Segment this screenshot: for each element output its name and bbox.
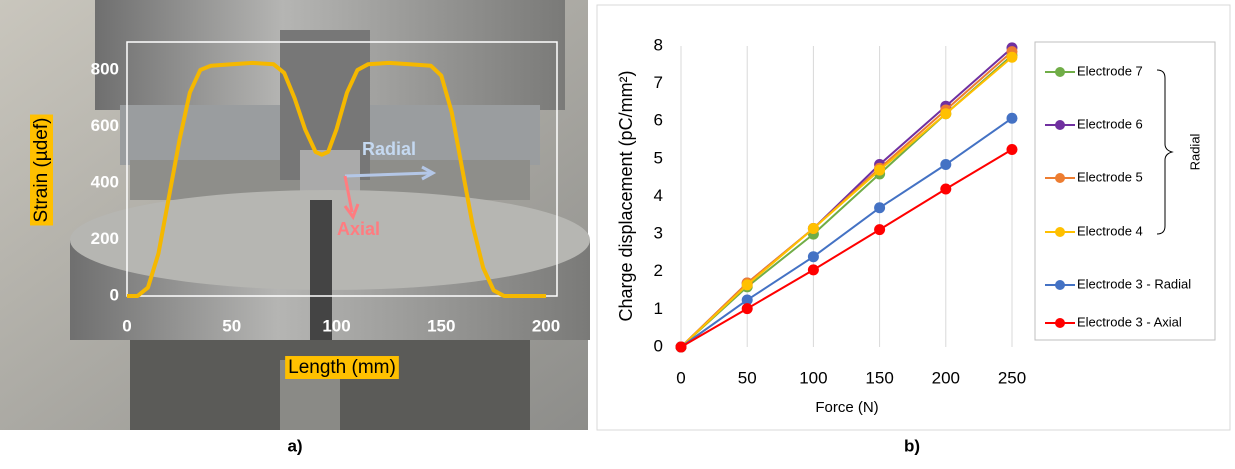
y-tick-label: 800 bbox=[91, 59, 119, 78]
x-tick-label: 150 bbox=[427, 316, 455, 335]
data-point bbox=[807, 251, 819, 263]
data-point bbox=[940, 183, 952, 195]
data-point bbox=[675, 341, 687, 353]
annotation: Radial bbox=[362, 139, 416, 159]
legend-label: Electrode 4 bbox=[1077, 223, 1143, 238]
x-tick-label: 100 bbox=[322, 316, 350, 335]
caption: a) bbox=[287, 436, 302, 455]
data-point bbox=[741, 303, 753, 315]
x-axis-label: Length (mm) bbox=[288, 357, 396, 378]
label-background bbox=[30, 114, 54, 226]
legend-group-label: Radial bbox=[1187, 133, 1202, 170]
radial-arrowhead bbox=[421, 165, 437, 181]
x-tick-label: 50 bbox=[222, 316, 241, 335]
data-point bbox=[741, 294, 753, 306]
data-point bbox=[1006, 143, 1018, 155]
legend-label: Electrode 7 bbox=[1077, 63, 1143, 78]
caption: b) bbox=[904, 436, 920, 455]
y-tick-label: 1 bbox=[654, 299, 663, 318]
data-point bbox=[940, 108, 952, 120]
legend-marker bbox=[1055, 280, 1065, 290]
y-tick-label: 4 bbox=[654, 186, 663, 205]
y-tick-label: 6 bbox=[654, 111, 663, 130]
data-point bbox=[1006, 112, 1018, 124]
series-line bbox=[680, 56, 1013, 348]
y-axis-label: Charge displacement (pC/mm²) bbox=[616, 70, 636, 321]
panel-border bbox=[596, 4, 1231, 431]
y-tick-label: 5 bbox=[654, 148, 663, 167]
y-tick-label: 200 bbox=[91, 229, 119, 248]
data-point bbox=[874, 164, 886, 176]
legend-label: Electrode 3 - Radial bbox=[1077, 276, 1191, 291]
x-axis-label: Force (N) bbox=[815, 399, 878, 416]
data-point bbox=[741, 279, 753, 291]
y-tick-label: 7 bbox=[654, 73, 663, 92]
data-point bbox=[1006, 51, 1018, 63]
data-point bbox=[807, 264, 819, 276]
legend-marker bbox=[1055, 318, 1065, 328]
legend-label: Electrode 5 bbox=[1077, 169, 1143, 184]
axial-arrow bbox=[343, 175, 354, 213]
y-tick-label: 3 bbox=[654, 224, 663, 243]
y-tick-label: 0 bbox=[654, 336, 663, 355]
data-point bbox=[940, 159, 952, 171]
radial-arrow bbox=[344, 171, 431, 178]
x-tick-label: 250 bbox=[998, 368, 1026, 387]
legend-bracket bbox=[1156, 69, 1174, 235]
legend-marker bbox=[1055, 67, 1065, 77]
y-tick-label: 8 bbox=[654, 35, 663, 54]
y-tick-label: 0 bbox=[110, 285, 119, 304]
y-tick-label: 400 bbox=[91, 172, 119, 191]
series-line bbox=[680, 148, 1013, 348]
y-tick-label: 600 bbox=[91, 116, 119, 135]
legend-box bbox=[1034, 41, 1216, 341]
x-tick-label: 0 bbox=[676, 368, 685, 387]
data-point bbox=[874, 224, 886, 236]
legend-label: Electrode 6 bbox=[1077, 116, 1143, 131]
overlay-frame bbox=[126, 41, 558, 297]
y-axis-label: Strain (µdef) bbox=[31, 118, 52, 223]
x-tick-label: 50 bbox=[738, 368, 757, 387]
legend-marker bbox=[1055, 120, 1065, 130]
x-tick-label: 200 bbox=[932, 368, 960, 387]
x-tick-label: 0 bbox=[122, 316, 131, 335]
legend-marker bbox=[1055, 227, 1065, 237]
y-tick-label: 2 bbox=[654, 261, 663, 280]
label-background bbox=[285, 356, 399, 380]
data-point bbox=[807, 222, 819, 234]
x-tick-label: 100 bbox=[799, 368, 827, 387]
x-tick-label: 200 bbox=[532, 316, 560, 335]
annotation: Axial bbox=[337, 219, 380, 239]
x-tick-label: 150 bbox=[865, 368, 893, 387]
series-line bbox=[127, 60, 547, 298]
axial-arrowhead bbox=[343, 203, 360, 221]
series-line bbox=[680, 117, 1013, 348]
legend-marker bbox=[1055, 173, 1065, 183]
legend-label: Electrode 3 - Axial bbox=[1077, 314, 1182, 329]
data-point bbox=[874, 202, 886, 214]
